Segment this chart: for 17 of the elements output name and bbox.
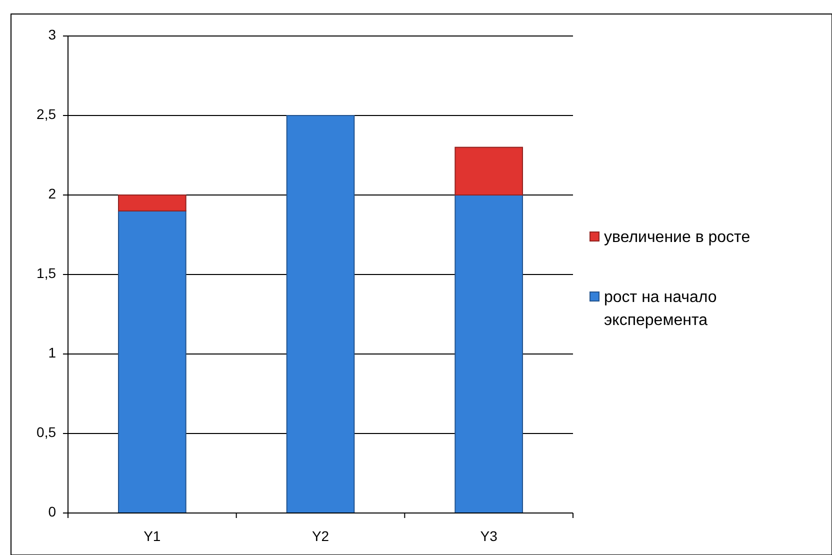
legend-label: рост на начало эксперемента: [604, 289, 717, 330]
x-tick-label: Y2: [312, 528, 330, 544]
y-tick-label: 0: [48, 504, 56, 520]
y-tick-label: 2: [48, 186, 56, 202]
bar: [118, 210, 186, 514]
x-tick-label: Y1: [144, 528, 161, 544]
y-tick-label: 1: [48, 344, 56, 361]
bar: [454, 194, 523, 514]
y-tick-label: 0,5: [36, 424, 56, 440]
y-tick-label: 2,5: [36, 106, 56, 122]
bar: [118, 194, 186, 212]
y-tick-label: 1,5: [36, 265, 56, 282]
bar: [286, 115, 355, 514]
x-tick-label: Y3: [480, 528, 498, 544]
bar: [454, 146, 523, 196]
legend-label: увеличение в росте: [604, 229, 750, 246]
y-tick-label: 3: [48, 26, 56, 43]
